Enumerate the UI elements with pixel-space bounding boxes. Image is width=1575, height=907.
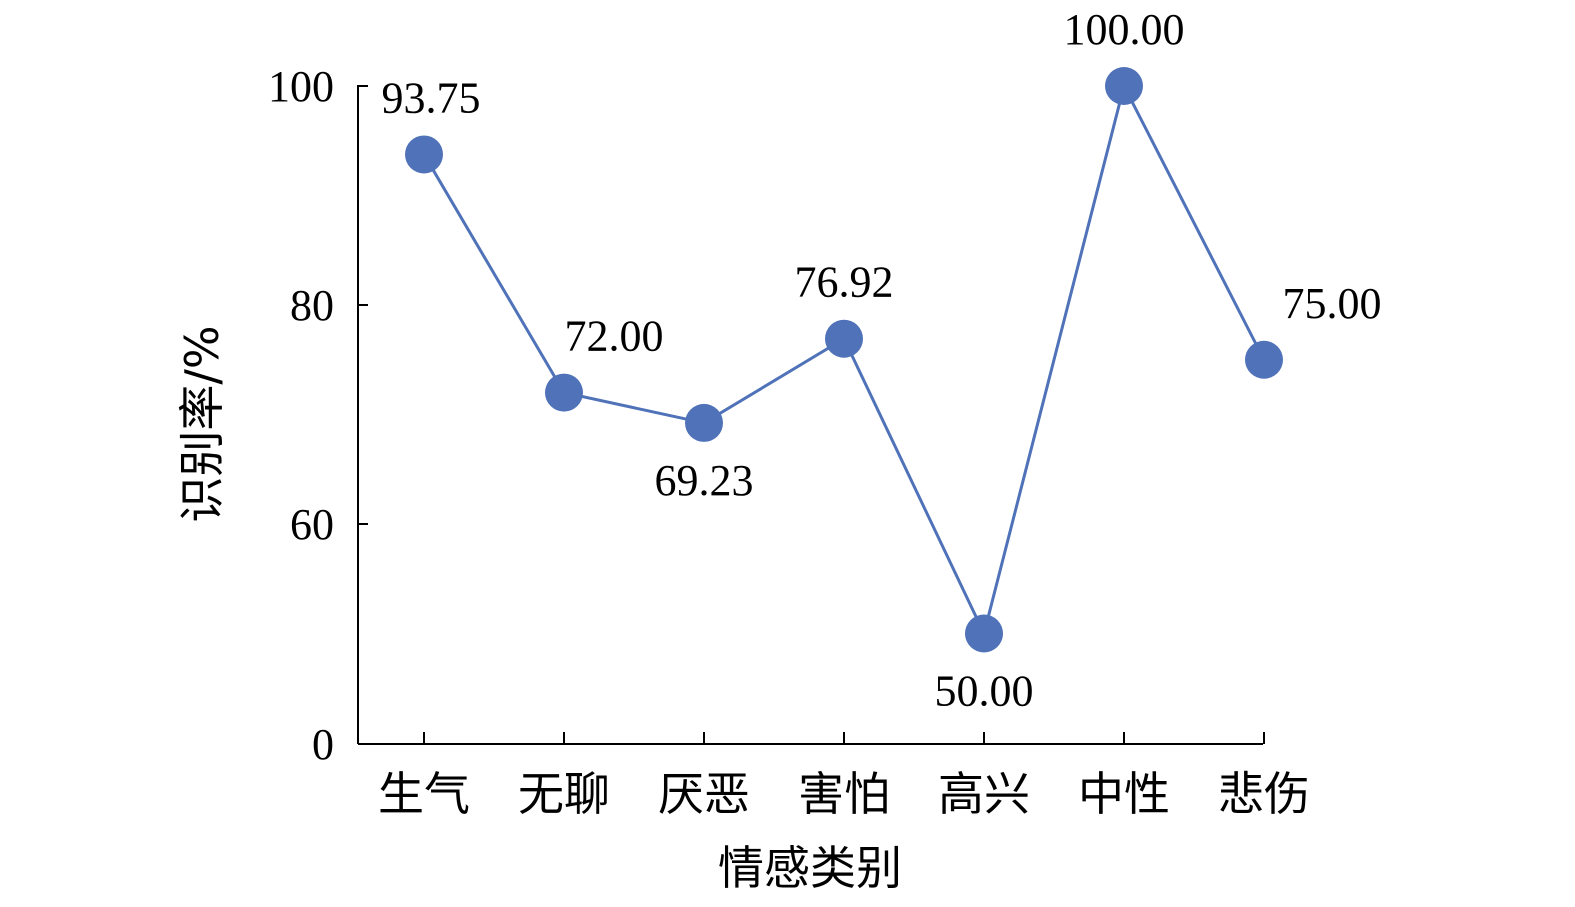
x-tick-label: 害怕 bbox=[798, 767, 890, 821]
x-tick-label: 中性 bbox=[1078, 767, 1170, 821]
data-label: 93.75 bbox=[382, 73, 481, 122]
x-tick-label: 悲伤 bbox=[1218, 767, 1310, 821]
y-tick-label: 60 bbox=[290, 500, 334, 549]
y-tick-label: 0 bbox=[312, 720, 334, 769]
x-axis-title: 情感类别 bbox=[718, 841, 902, 895]
data-point bbox=[1105, 67, 1143, 105]
x-tick-label: 高兴 bbox=[938, 767, 1030, 821]
data-label: 76.92 bbox=[795, 258, 894, 307]
y-tick-label: 80 bbox=[290, 281, 334, 330]
data-point bbox=[965, 614, 1003, 653]
series-line bbox=[422, 81, 1266, 638]
data-label: 50.00 bbox=[935, 667, 1034, 716]
data-label: 100.00 bbox=[1064, 5, 1185, 54]
data-point bbox=[545, 373, 583, 412]
y-tick-label: 100 bbox=[268, 62, 334, 111]
data-point bbox=[825, 319, 863, 358]
series-group bbox=[405, 67, 1283, 653]
x-tick-label: 厌恶 bbox=[658, 767, 750, 821]
data-labels: 93.75 72.00 69.23 76.92 50.00 100.00 75.00 bbox=[382, 5, 1382, 716]
y-axis-title: 识别率/% bbox=[175, 325, 229, 522]
data-label: 75.00 bbox=[1283, 279, 1382, 328]
y-axis: 0 60 80 100 bbox=[268, 62, 368, 769]
x-axis: 生气 无聊 厌恶 害怕 高兴 中性 悲伤 bbox=[358, 732, 1310, 821]
data-point bbox=[405, 135, 443, 174]
x-tick-label: 生气 bbox=[378, 767, 470, 821]
data-label: 72.00 bbox=[565, 312, 664, 361]
data-point bbox=[1245, 340, 1283, 379]
data-point bbox=[685, 403, 723, 442]
data-label: 69.23 bbox=[655, 456, 754, 505]
x-tick-label: 无聊 bbox=[518, 767, 610, 821]
